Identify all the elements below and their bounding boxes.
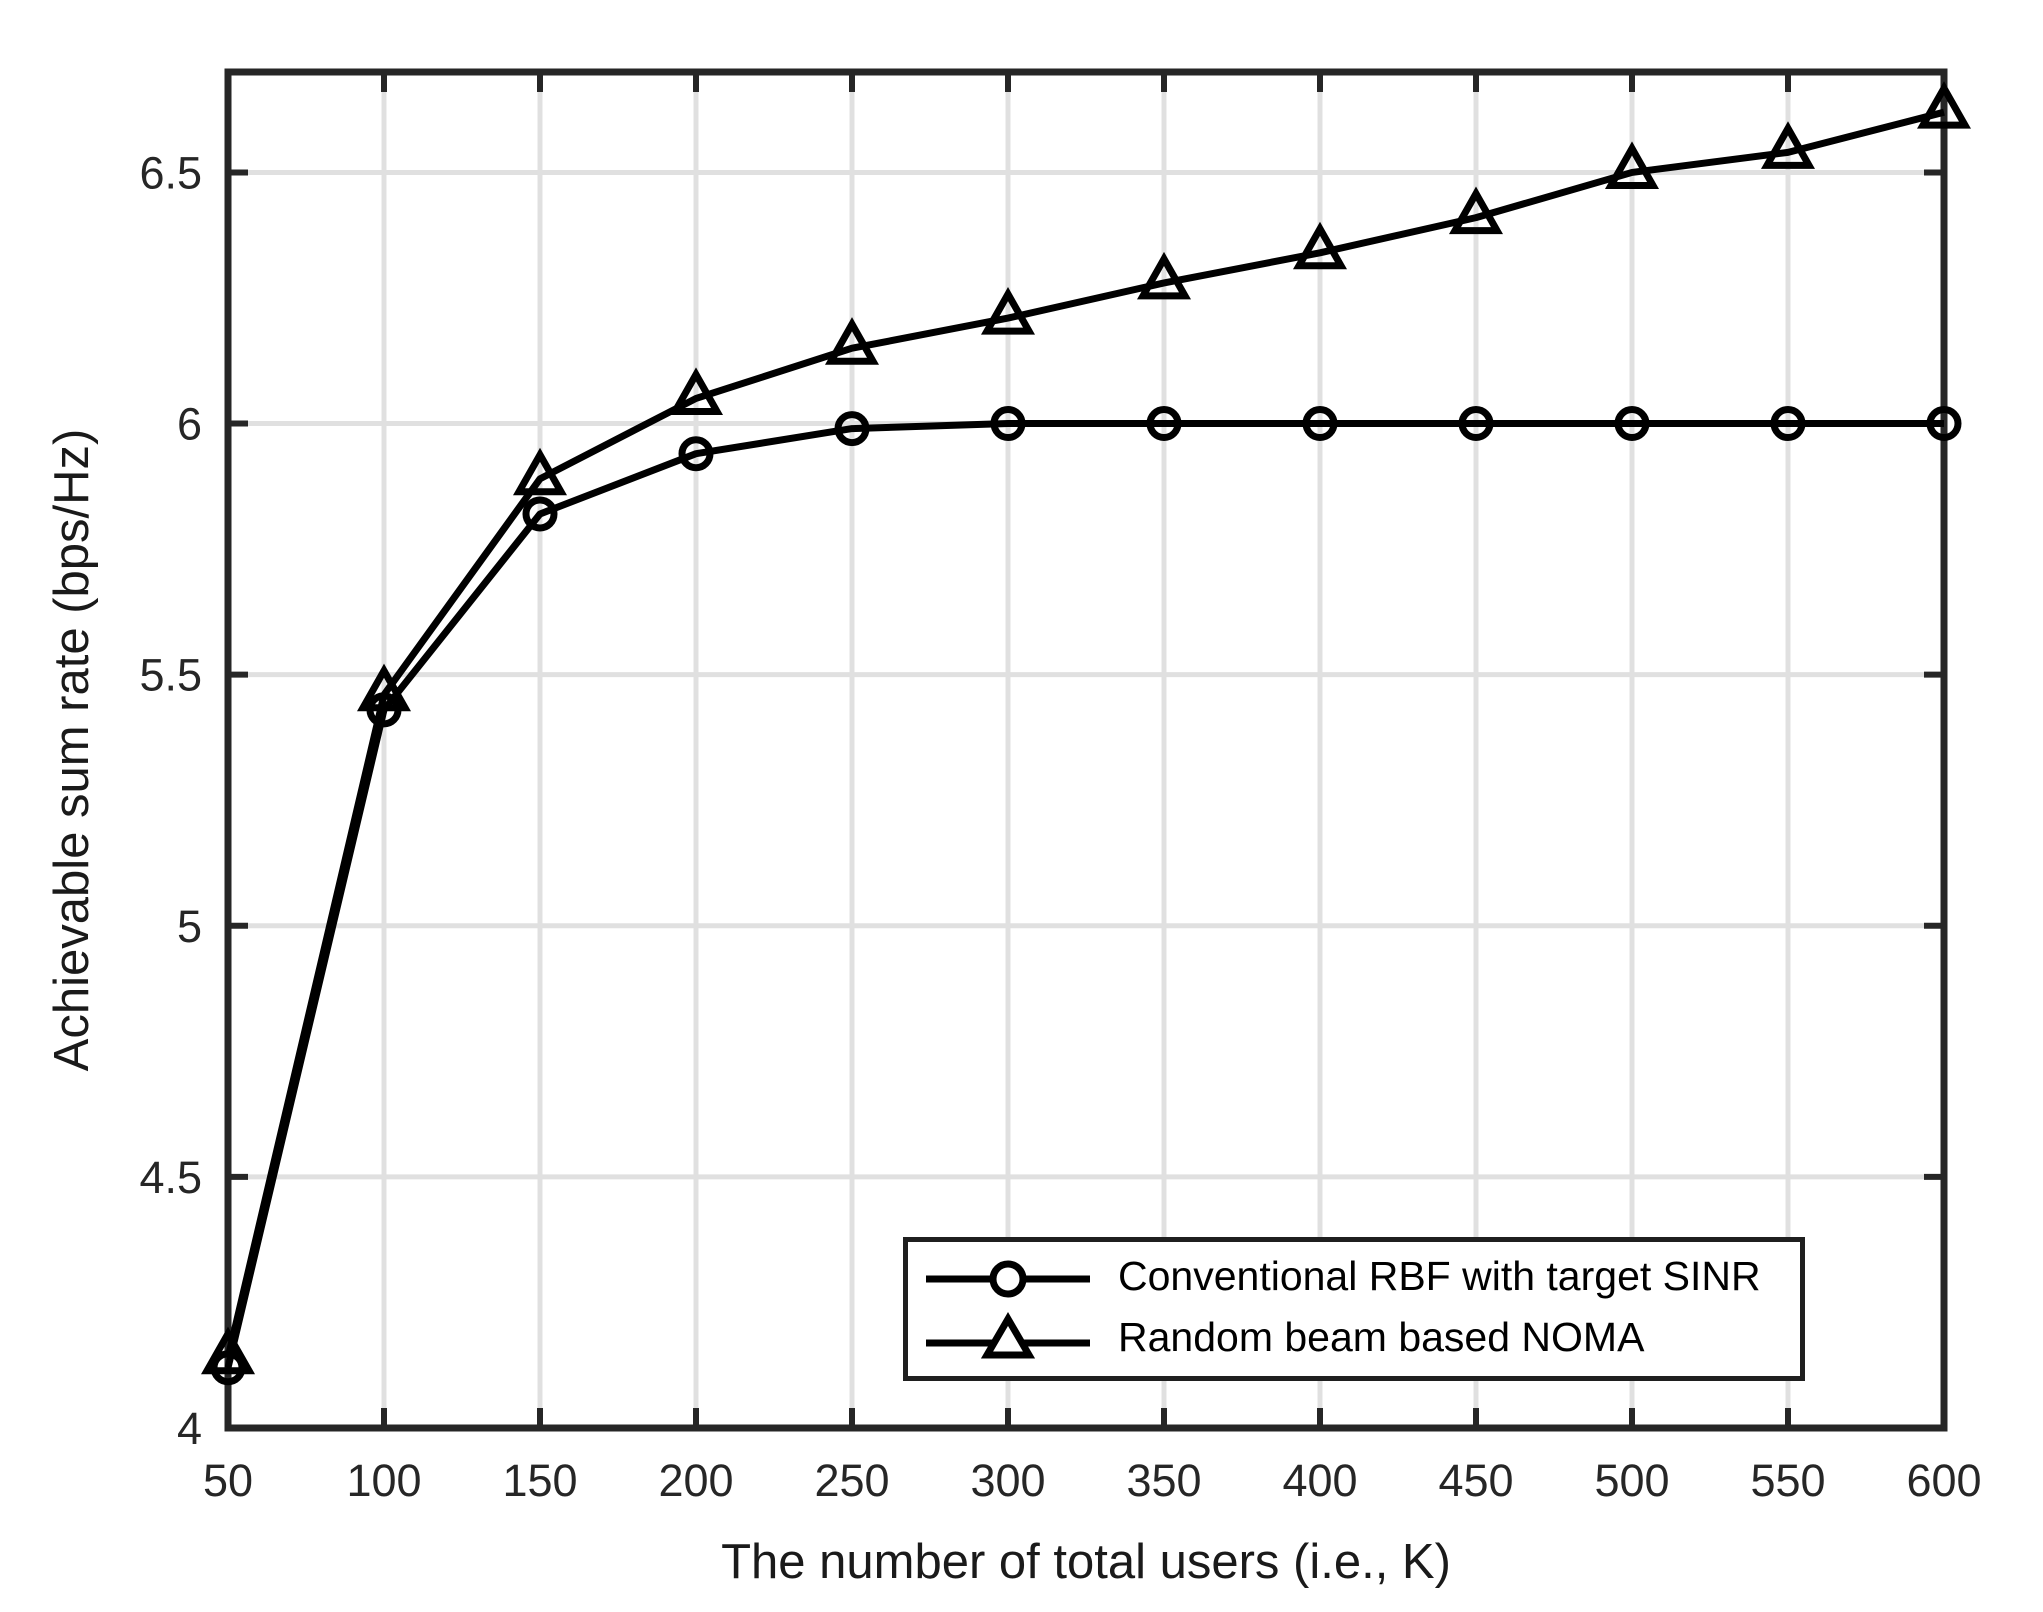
data-point-triangle — [824, 317, 880, 365]
x-tick-label: 100 — [346, 1455, 421, 1506]
data-point-circle — [522, 496, 558, 532]
data-point-circle — [1146, 406, 1182, 442]
legend: Conventional RBF with target SINR Random… — [903, 1237, 1805, 1381]
data-point-circle — [1458, 406, 1494, 442]
data-point-triangle — [1760, 121, 1816, 169]
y-tick-label: 6 — [177, 399, 202, 450]
data-point-triangle — [356, 663, 412, 712]
x-tick-label: 250 — [814, 1455, 889, 1506]
data-point-triangle — [1136, 251, 1192, 300]
data-point-circle — [1614, 406, 1650, 442]
x-tick-label: 50 — [203, 1455, 253, 1506]
plot-frame — [224, 68, 1948, 1432]
x-tick-label: 600 — [1906, 1455, 1981, 1506]
legend-label: Random beam based NOMA — [1118, 1314, 1645, 1360]
data-point-triangle — [1604, 141, 1660, 189]
x-tick-label: 150 — [502, 1455, 577, 1506]
legend-item-random-beam-noma: Random beam based NOMA — [924, 1311, 1784, 1369]
y-tick-label: 4.5 — [139, 1152, 202, 1203]
triangle-marker-icon — [926, 1311, 1090, 1358]
y-tick-label: 5.5 — [139, 650, 202, 701]
y-tick-label: 6.5 — [139, 147, 202, 198]
y-tick-label: 4 — [177, 1403, 202, 1454]
data-point-triangle — [200, 1326, 256, 1375]
legend-item-conventional-rbf: Conventional RBF with target SINR — [924, 1250, 1784, 1308]
data-point-circle — [1302, 406, 1338, 442]
x-tick-label: 350 — [1126, 1455, 1201, 1506]
data-point-circle — [678, 436, 714, 472]
data-point-circle — [1770, 406, 1806, 442]
y-tick-label: 5 — [177, 901, 202, 952]
series-line-0 — [224, 420, 1944, 1369]
x-axis-label: The number of total users (i.e., K) — [721, 1535, 1451, 1589]
legend-label: Conventional RBF with target SINR — [1118, 1253, 1761, 1299]
data-point-triangle — [1292, 221, 1348, 270]
y-axis-label: Achievable sum rate (bps/Hz) — [45, 428, 99, 1072]
data-point-triangle — [668, 367, 724, 415]
x-tick-label: 500 — [1594, 1455, 1669, 1506]
data-point-circle — [834, 411, 870, 447]
data-point-circle — [1926, 406, 1962, 442]
x-tick-label: 200 — [658, 1455, 733, 1506]
data-point-triangle — [980, 286, 1036, 335]
x-tick-label: 300 — [970, 1455, 1045, 1506]
data-point-circle — [990, 406, 1026, 442]
data-point-triangle — [512, 447, 568, 496]
x-tick-label: 400 — [1282, 1455, 1357, 1506]
data-point-triangle — [1448, 186, 1504, 235]
series-line-1 — [224, 108, 1945, 1359]
circle-marker-icon — [926, 1260, 1090, 1297]
data-point-triangle — [1916, 81, 1972, 129]
x-tick-label: 450 — [1438, 1455, 1513, 1506]
x-tick-label: 550 — [1750, 1455, 1825, 1506]
